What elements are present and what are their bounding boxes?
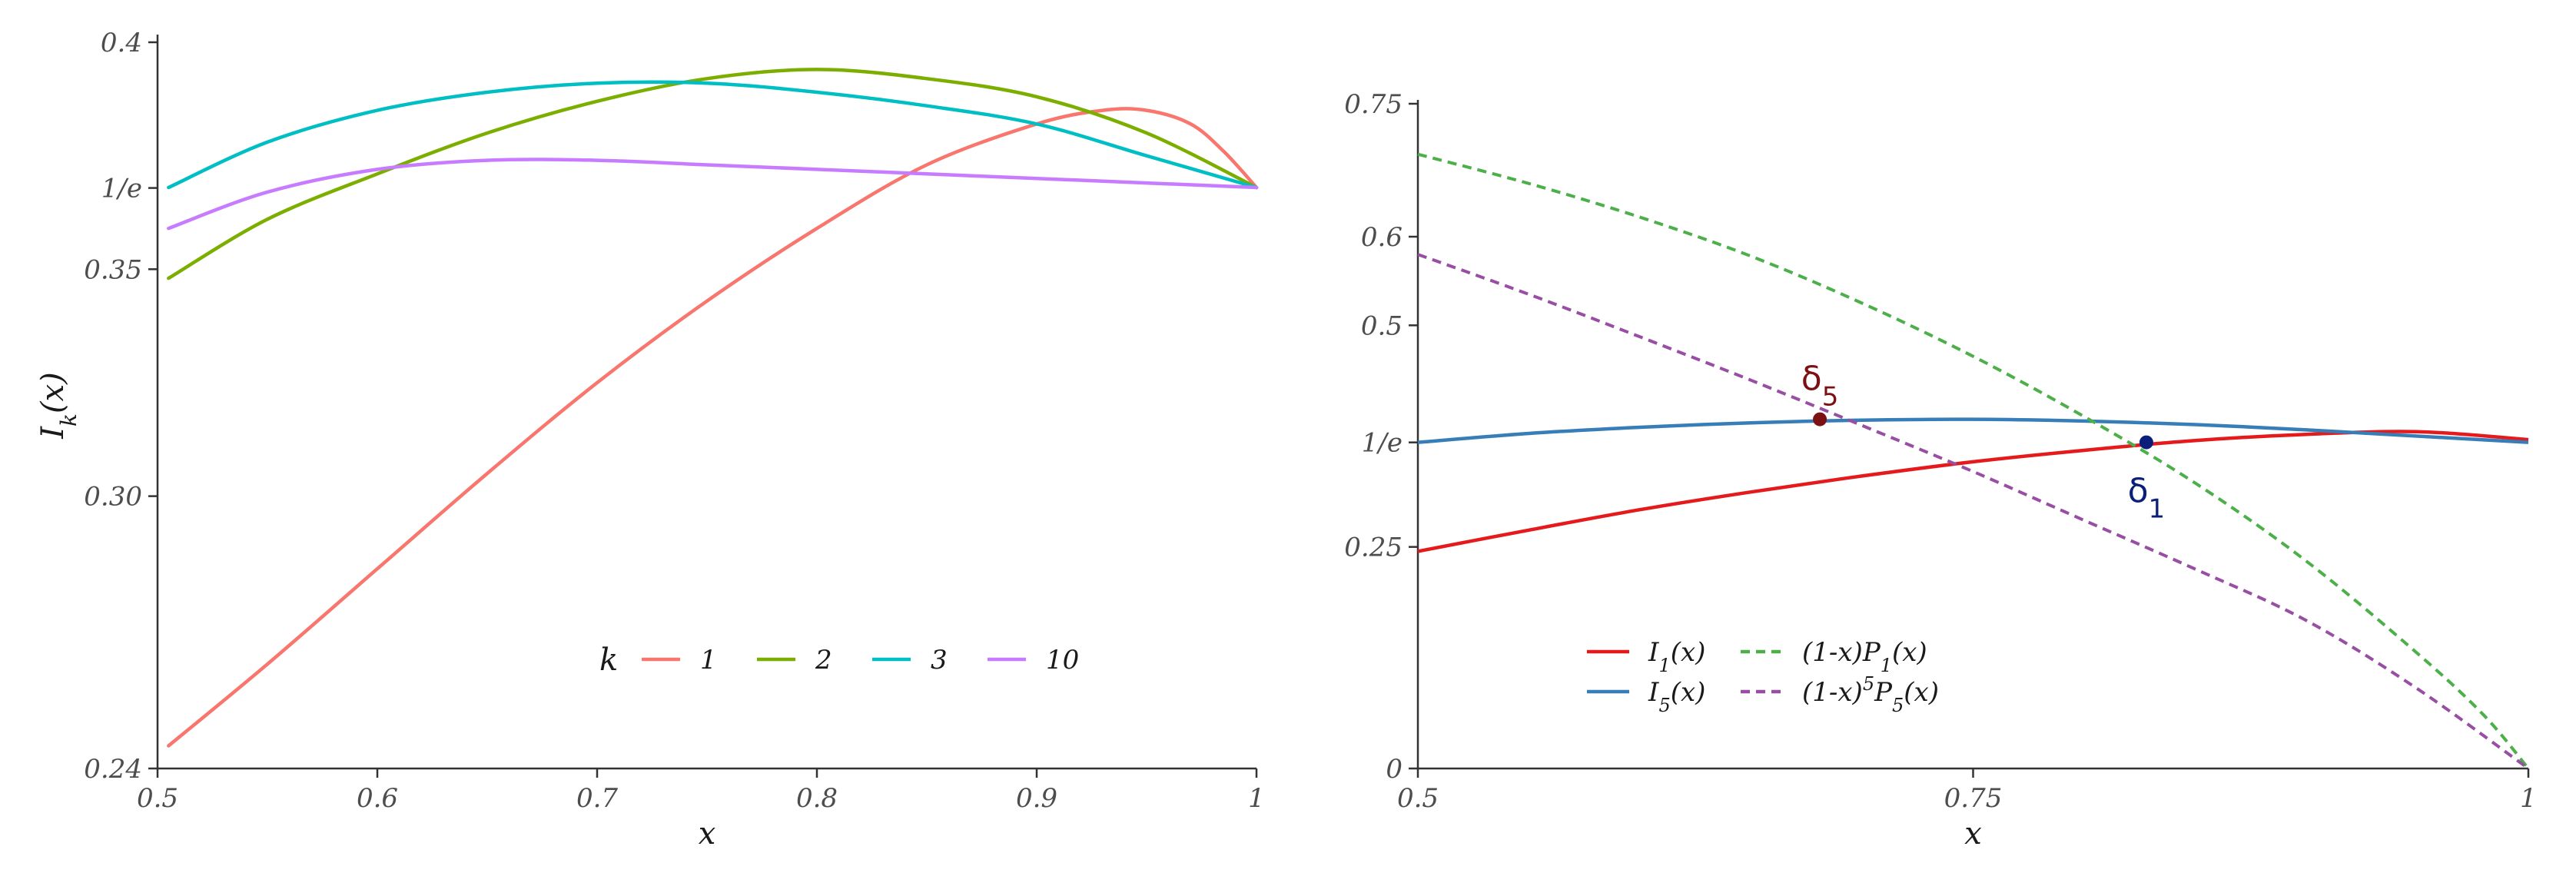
right-marked-point	[2139, 435, 2153, 450]
right-y-tick-label: 0.5	[1361, 310, 1403, 341]
right-y-tick-label: 0.6	[1361, 222, 1403, 253]
right-point-label: δ5	[1801, 360, 1839, 413]
right-x-tick-label: 0.75	[1944, 783, 2003, 814]
left-x-tick-label: 0.7	[576, 783, 618, 814]
left-y-axis-title: Ik(x)	[35, 372, 81, 440]
right-marked-point	[1813, 412, 1827, 427]
left-x-tick-label: 0.9	[1016, 783, 1057, 814]
left-series-line-k-10	[167, 158, 1259, 231]
left-legend: k 1 2 3 10	[599, 642, 1079, 678]
left-legend-label: 3	[931, 645, 948, 675]
right-series-line-3	[1417, 253, 2530, 770]
right-chart-panel: 0 0.25 1/e 0.5 0.6 0.75 0.5 0.75 1 x δ5 δ1 I1(x)I5(x…	[1344, 89, 2537, 851]
left-legend-label: 2	[815, 645, 832, 675]
right-series-line-1	[1417, 417, 2529, 444]
left-legend-title: k	[599, 642, 618, 678]
left-y-tick-label: 0.24	[84, 754, 142, 785]
right-legend-label: I1(x)	[1648, 637, 1705, 676]
right-legend: I1(x)I5(x) (1-x)P1(x)(1-x)5P5(x)	[1587, 637, 1939, 716]
right-legend-label: (1-x)P1(x)	[1802, 637, 1927, 676]
left-x-tick-label: 0.5	[137, 783, 178, 814]
right-legend-label: (1-x)5P5(x)	[1802, 673, 1939, 716]
right-x-axis-title: x	[1964, 816, 1982, 851]
left-series-line-k-3	[167, 80, 1259, 190]
left-y-tick-label: 0.35	[84, 254, 142, 285]
right-y-tick-label: 0.75	[1344, 89, 1403, 120]
right-y-tick-label: 1/e	[1362, 428, 1403, 459]
left-x-tick-label: 1	[1248, 783, 1265, 814]
right-x-tick-label: 0.5	[1397, 783, 1439, 814]
left-chart-panel: 0.24 0.30 0.35 1/e 0.4 0.5 0.6 0.7 0.8 0.9 1 x Ik(x)…	[35, 28, 1265, 851]
right-point-label: δ1	[2128, 472, 2166, 525]
left-legend-label: 10	[1046, 645, 1079, 675]
left-x-tick-label: 0.8	[796, 783, 838, 814]
left-series-line-k-1	[167, 107, 1259, 748]
left-y-tick-label: 1/e	[101, 174, 142, 204]
right-y-tick-label: 0.25	[1344, 533, 1403, 563]
right-y-tick-label: 0	[1386, 754, 1403, 785]
left-x-axis-title: x	[699, 816, 716, 851]
left-x-tick-label: 0.6	[357, 783, 398, 814]
left-legend-label: 1	[700, 645, 717, 675]
left-y-tick-label: 0.30	[84, 482, 142, 513]
right-x-tick-label: 1	[2520, 783, 2537, 814]
right-legend-label: I5(x)	[1648, 677, 1705, 716]
left-y-tick-label: 0.4	[101, 28, 142, 58]
right-series-line-0	[1417, 430, 2529, 553]
left-series-line-k-2	[167, 68, 1259, 280]
